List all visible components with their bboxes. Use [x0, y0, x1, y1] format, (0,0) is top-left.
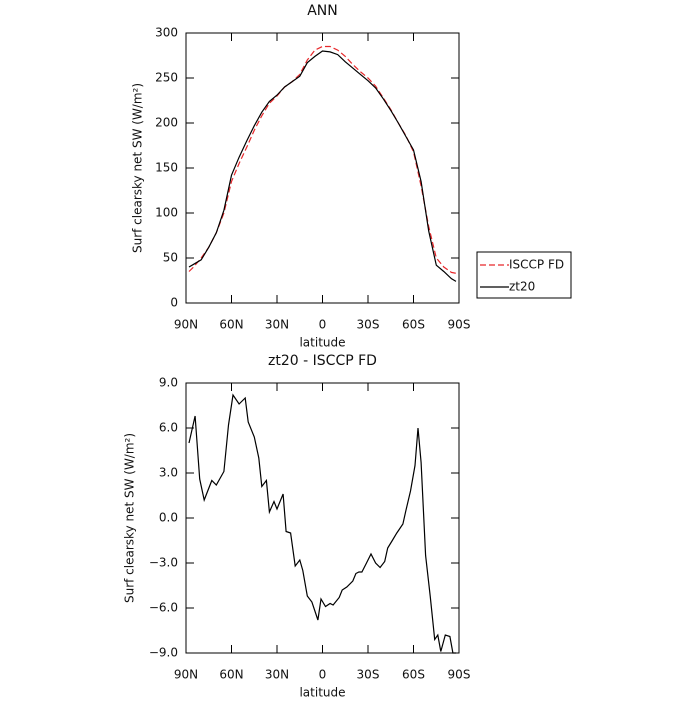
y-tick-label: 300	[155, 26, 178, 40]
y-tick-label: 0.0	[159, 511, 178, 525]
x-axis-label: latitude	[299, 686, 345, 700]
line-series	[188, 45, 457, 274]
y-tick-label: −6.0	[149, 601, 178, 615]
x-axis-label: latitude	[299, 336, 345, 350]
y-tick-label: 0	[170, 296, 178, 310]
x-tick-label: 90S	[448, 318, 471, 332]
y-tick-label: 6.0	[159, 421, 178, 435]
y-axis-label: Surf clearsky net SW (W/m²)	[131, 83, 145, 253]
x-tick-label: 30S	[357, 668, 380, 682]
legend-label: ISCCP FD	[509, 258, 564, 272]
line-series	[188, 393, 456, 654]
y-tick-label: 9.0	[159, 376, 178, 390]
y-tick-label: 50	[163, 251, 178, 265]
y-tick-label: 100	[155, 206, 178, 220]
x-tick-label: 90N	[174, 668, 198, 682]
chart-title: zt20 - ISCCP FD	[268, 353, 377, 369]
y-tick-label: 200	[155, 116, 178, 130]
legend-box	[476, 251, 572, 299]
plot-frame	[185, 382, 460, 654]
y-axis-label: Surf clearsky net SW (W/m²)	[123, 433, 137, 603]
y-tick-label: −3.0	[149, 556, 178, 570]
x-tick-label: 60N	[219, 318, 243, 332]
legend-label: zt20	[509, 280, 535, 294]
x-tick-label: 30N	[265, 668, 289, 682]
line-series	[188, 50, 457, 282]
x-tick-label: 90S	[448, 668, 471, 682]
y-tick-label: 3.0	[159, 466, 178, 480]
y-tick-label: 150	[155, 161, 178, 175]
x-tick-label: 30N	[265, 318, 289, 332]
x-tick-label: 60S	[402, 668, 425, 682]
x-tick-label: 60N	[219, 668, 243, 682]
x-tick-label: 30S	[357, 318, 380, 332]
y-tick-label: 250	[155, 71, 178, 85]
chart-title: ANN	[307, 3, 338, 19]
x-tick-label: 90N	[174, 318, 198, 332]
x-tick-label: 60S	[402, 318, 425, 332]
x-tick-label: 0	[319, 668, 327, 682]
y-tick-label: −9.0	[149, 646, 178, 660]
x-tick-label: 0	[319, 318, 327, 332]
